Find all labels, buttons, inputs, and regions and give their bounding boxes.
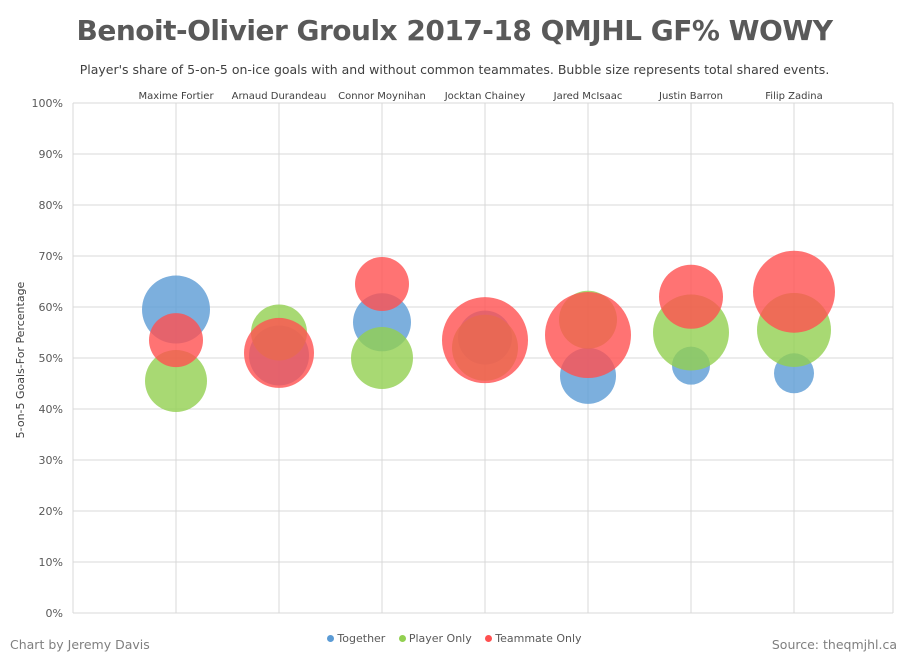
bubble-teammate-only [753, 250, 835, 333]
category-label: Jared McIsaac [553, 91, 623, 102]
legend-item-player-only: Player Only [398, 632, 472, 645]
y-tick-label: 20% [39, 505, 63, 518]
chart-source: Source: theqmjhl.ca [771, 637, 897, 652]
legend: Together Player Only Teammate Only [0, 632, 909, 645]
y-tick-label: 50% [39, 352, 63, 365]
category-label: Arnaud Durandeau [232, 91, 327, 102]
category-labels: Maxime Fortier Arnaud Durandeau Connor Moy… [138, 91, 822, 102]
y-tick-label: 70% [39, 250, 63, 263]
chart-credit: Chart by Jeremy Davis [10, 637, 150, 652]
y-tick-label: 30% [39, 454, 63, 467]
y-tick-label: 60% [39, 301, 63, 314]
y-tick-label: 90% [39, 148, 63, 161]
legend-label-teammate-only: Teammate Only [495, 632, 582, 645]
y-tick-label: 100% [32, 97, 63, 110]
legend-dot-player-only [398, 635, 406, 642]
y-tick-label: 80% [39, 199, 63, 212]
bubble-teammate-only [659, 264, 723, 329]
category-label: Jocktan Chainey [444, 91, 526, 102]
y-axis-label: 5-on-5 Goals-For Percentage [14, 281, 27, 438]
legend-dot-together [327, 635, 335, 642]
legend-item-together: Together [327, 632, 385, 645]
bubble-teammate-only [545, 292, 631, 379]
bubble-teammate-only [244, 317, 314, 388]
chart-subtitle: Player's share of 5-on-5 on-ice goals wi… [79, 62, 830, 77]
y-tick-label: 10% [39, 556, 63, 569]
y-tick-label: 40% [39, 403, 63, 416]
category-label: Filip Zadina [765, 91, 822, 102]
y-tick-labels: 0% 10% 20% 30% 40% 50% 60% 70% 80% 90% 100% [32, 97, 63, 620]
legend-label-together: Together [337, 632, 386, 645]
legend-label-player-only: Player Only [408, 632, 472, 645]
bubble-teammate-only [149, 313, 203, 368]
legend-dot-teammate-only [485, 635, 493, 642]
legend-item-teammate-only: Teammate Only [485, 632, 582, 645]
bubble-teammate-only [442, 297, 528, 384]
bubble-player-only [145, 349, 207, 412]
y-tick-label: 0% [46, 607, 63, 620]
bubble-teammate-only [355, 257, 409, 312]
bubbles [142, 250, 835, 412]
category-label: Connor Moynihan [338, 91, 426, 102]
bubble-player-only [351, 327, 413, 389]
chart-title: Benoit-Olivier Groulx 2017-18 QMJHL GF% … [76, 14, 834, 47]
category-label: Maxime Fortier [138, 91, 214, 102]
category-label: Justin Barron [658, 91, 723, 102]
